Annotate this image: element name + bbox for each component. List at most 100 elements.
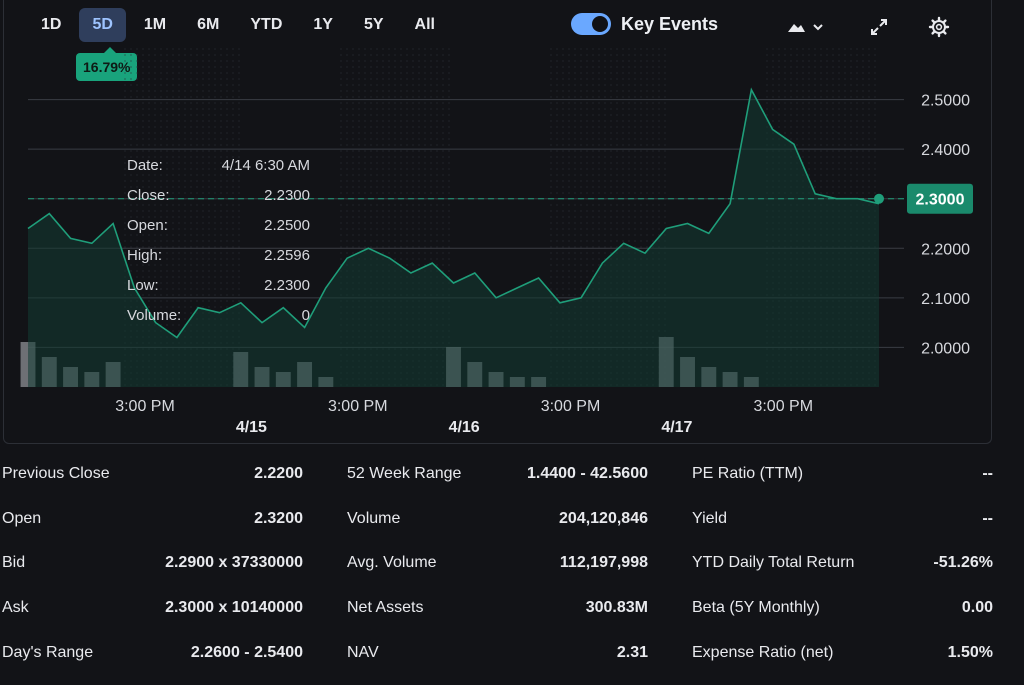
gear-icon — [928, 16, 950, 38]
stat-value: 2.2900 x 37330000 — [165, 554, 303, 572]
stat-row: 52 Week Range 1.4400 - 42.5600 — [347, 452, 648, 497]
settings-button[interactable] — [926, 14, 952, 40]
x-tick-label: 3:00 PM — [753, 398, 813, 415]
range-ytd-button[interactable]: YTD — [250, 16, 283, 33]
stats-column-2: 52 Week Range 1.4400 - 42.5600 Volume 204,… — [347, 452, 648, 675]
stat-label: Volume — [347, 509, 401, 527]
y-tick-label: 2.5000 — [921, 93, 970, 110]
stat-label: Beta (5Y Monthly) — [692, 599, 820, 617]
range-6m-button[interactable]: 6M — [197, 16, 220, 33]
chart-panel: 1D 5D 1M 6M YTD 1Y 5Y All 16.79% Key Eve… — [3, 0, 992, 444]
range-1m-button[interactable]: 1M — [143, 16, 167, 33]
stat-label: 52 Week Range — [347, 465, 462, 483]
range-all-button[interactable]: All — [414, 16, 435, 33]
stat-label: PE Ratio (TTM) — [692, 465, 804, 483]
stat-label: Expense Ratio (net) — [692, 643, 834, 661]
tooltip-volume: 0 — [301, 306, 310, 324]
stat-row: Bid 2.2900 x 37330000 — [2, 541, 303, 586]
stat-row: Previous Close 2.2200 — [2, 452, 303, 497]
stat-value: 204,120,846 — [559, 509, 648, 527]
stats-column-1: Previous Close 2.2200 Open 2.3200 Bid 2.290… — [2, 452, 303, 675]
date-label: 4/16 — [449, 419, 480, 436]
stat-value: 2.2200 — [254, 465, 303, 483]
x-tick-label: 3:00 PM — [541, 398, 601, 415]
tooltip-date: 4/14 6:30 AM — [221, 156, 310, 174]
stat-row: Net Assets 300.83M — [347, 586, 648, 631]
price-chart[interactable]: 2.0000 2.1000 2.2000 2.4000 2.5000 3:00 PM 3:… — [4, 0, 993, 444]
stat-value: 2.31 — [616, 643, 648, 661]
stat-value: 1.50% — [947, 643, 993, 661]
y-tick-label: 2.0000 — [921, 340, 970, 357]
stat-label: Previous Close — [2, 465, 110, 483]
range-1d-button[interactable]: 1D — [41, 16, 62, 33]
tooltip-close-label: Close: — [127, 186, 170, 204]
stat-row: YTD Daily Total Return -51.26% — [692, 541, 993, 586]
stat-label: Bid — [2, 554, 26, 572]
tooltip-open-label: Open: — [127, 216, 168, 234]
tooltip-open: 2.2500 — [264, 216, 310, 234]
stat-label: Open — [2, 509, 42, 527]
range-selector: 1D 5D 1M 6M YTD 1Y 5Y All — [28, 8, 453, 42]
range-5d-button[interactable]: 5D — [79, 8, 126, 42]
tooltip-volume-label: Volume: — [127, 306, 182, 324]
expand-button[interactable] — [866, 14, 892, 40]
stat-label: YTD Daily Total Return — [692, 554, 855, 572]
chart-type-dropdown[interactable] — [784, 14, 830, 40]
current-price-dot — [874, 193, 884, 204]
tooltip-close: 2.2300 — [264, 186, 310, 204]
stat-value: 1.4400 - 42.5600 — [527, 465, 648, 483]
stat-value: 2.3000 x 10140000 — [165, 599, 303, 617]
tooltip-low-label: Low: — [127, 276, 159, 294]
stat-label: Yield — [692, 509, 727, 527]
stats-panel: Previous Close 2.2200 Open 2.3200 Bid 2.290… — [0, 452, 1024, 685]
stat-value: -- — [982, 465, 993, 483]
chart-tooltip: Date: 4/14 6:30 AM Close: 2.2300 Open: 2.25… — [127, 150, 310, 330]
stats-column-3: PE Ratio (TTM) -- Yield -- YTD Daily Total… — [692, 452, 993, 675]
stat-row: Ask 2.3000 x 10140000 — [2, 586, 303, 631]
stat-row: Expense Ratio (net) 1.50% — [692, 630, 993, 675]
stat-value: 112,197,998 — [559, 554, 648, 572]
stat-row: NAV 2.31 — [347, 630, 648, 675]
date-label: 4/15 — [236, 419, 267, 436]
key-events-toggle[interactable]: Key Events — [571, 13, 718, 35]
y-tick-label: 2.4000 — [921, 142, 970, 159]
stat-row: Beta (5Y Monthly) 0.00 — [692, 586, 993, 631]
x-tick-label: 3:00 PM — [115, 398, 175, 415]
price-area — [28, 89, 879, 387]
mountain-icon — [788, 24, 823, 32]
stat-row: Avg. Volume 112,197,998 — [347, 541, 648, 586]
current-price-badge: 2.3000 — [907, 183, 973, 214]
toggle-switch[interactable] — [571, 13, 611, 35]
stat-label: Avg. Volume — [347, 554, 437, 572]
tooltip-high-label: High: — [127, 246, 163, 264]
tooltip-low: 2.2300 — [264, 276, 310, 294]
stat-label: NAV — [347, 643, 379, 661]
date-label: 4/17 — [661, 419, 692, 436]
price-line — [27, 87, 880, 339]
range-5y-button[interactable]: 5Y — [363, 16, 384, 33]
stat-value: -51.26% — [933, 554, 993, 572]
stat-value: 2.3200 — [254, 509, 303, 527]
range-1y-button[interactable]: 1Y — [313, 16, 333, 33]
y-tick-label: 2.1000 — [921, 291, 970, 308]
stat-value: 300.83M — [585, 599, 648, 617]
current-price-label: 2.3000 — [916, 192, 965, 209]
stat-row: Day's Range 2.2600 - 2.5400 — [2, 630, 303, 675]
stat-row: Yield -- — [692, 497, 993, 542]
chevron-down-icon — [813, 24, 823, 31]
stat-label: Net Assets — [347, 599, 424, 617]
stat-label: Day's Range — [2, 643, 94, 661]
stat-row: Open 2.3200 — [2, 497, 303, 542]
tooltip-date-label: Date: — [127, 156, 163, 174]
y-tick-label: 2.2000 — [921, 241, 970, 258]
expand-icon — [871, 19, 887, 35]
key-events-label: Key Events — [621, 13, 719, 34]
stat-row: PE Ratio (TTM) -- — [692, 452, 993, 497]
stat-value: 0.00 — [961, 599, 993, 617]
tooltip-high: 2.2596 — [264, 246, 310, 264]
stat-label: Ask — [2, 599, 29, 617]
stat-row: Volume 204,120,846 — [347, 497, 648, 542]
x-tick-label: 3:00 PM — [328, 398, 388, 415]
stat-value: -- — [982, 509, 993, 527]
stat-value: 2.2600 - 2.5400 — [190, 643, 303, 661]
